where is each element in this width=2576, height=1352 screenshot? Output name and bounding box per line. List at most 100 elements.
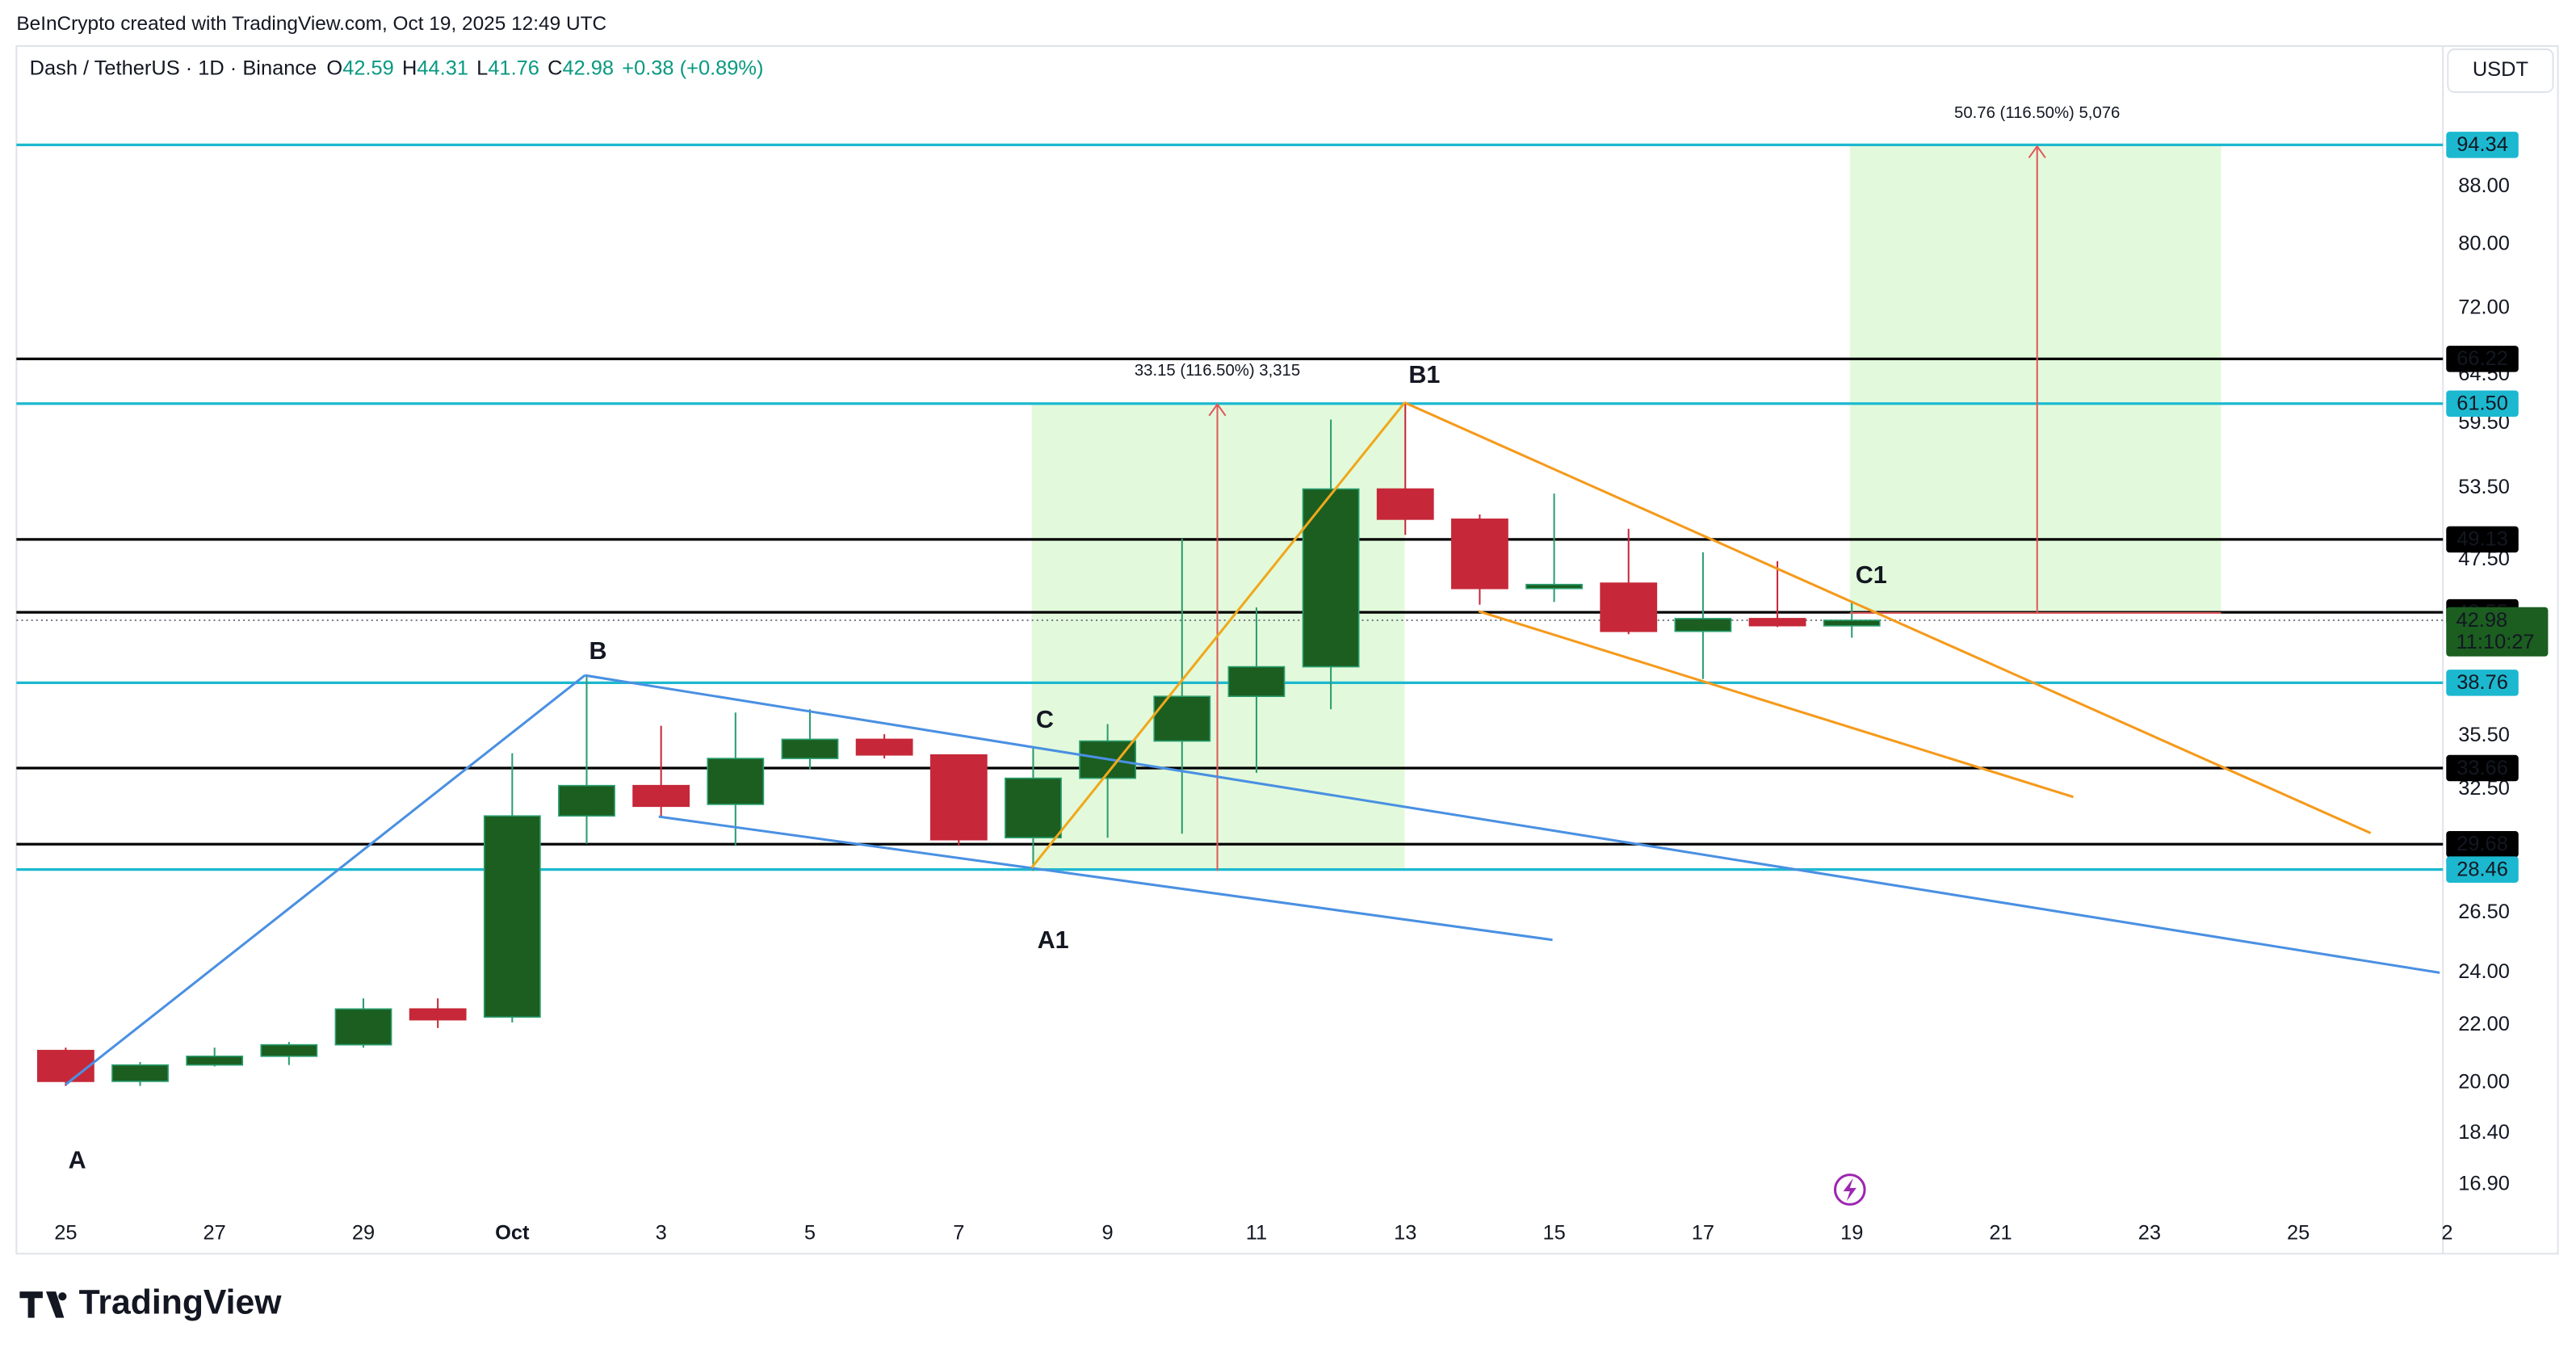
candle-body — [483, 815, 541, 1018]
currency[interactable]: USDT — [2473, 58, 2528, 81]
price-label-box — [2446, 526, 2519, 553]
price-label: 33.66 — [2456, 757, 2508, 779]
candle-body — [1674, 618, 1732, 632]
wave-label: A — [69, 1146, 86, 1174]
price-label-box — [2446, 132, 2519, 158]
watermark: BeInCrypto created with TradingView.com,… — [16, 13, 606, 35]
wave-label: C1 — [1856, 561, 1887, 589]
price-label-box — [2446, 830, 2519, 858]
measure-zone — [1849, 145, 2221, 613]
x-tick-label: 25 — [54, 1222, 77, 1245]
wave-label: C — [1036, 706, 1054, 733]
y-tick-label: 22.00 — [2458, 1013, 2510, 1035]
candle-body — [1823, 619, 1881, 627]
y-tick-label: 72.00 — [2458, 296, 2510, 318]
ohlc-value: 41.76 — [488, 57, 539, 79]
wave-label: B — [589, 637, 607, 665]
y-tick-label: 16.90 — [2458, 1173, 2510, 1195]
x-tick-label: 23 — [2138, 1222, 2161, 1245]
price-label-box — [2446, 754, 2519, 782]
trend-line — [585, 674, 2440, 974]
measure-label: 50.76 (116.50%) 5,076 — [1954, 104, 2120, 122]
last-price-box — [2446, 607, 2549, 657]
price-label-box — [2446, 670, 2519, 696]
price-label-box — [2446, 346, 2519, 372]
logo-mark — [19, 1291, 65, 1318]
candle-body — [855, 738, 913, 756]
candle-body — [1600, 582, 1658, 632]
candle-body — [334, 1008, 392, 1046]
symbol-header: Dash / TetherUS · 1D · Binance O42.59 H44.… — [30, 57, 764, 79]
candle-body — [409, 1008, 467, 1021]
symbol: Dash / TetherUS · 1D · Binance — [30, 57, 317, 79]
candle-body — [1005, 777, 1062, 839]
x-tick-label: 19 — [1840, 1222, 1863, 1245]
trend-line — [1478, 610, 2074, 799]
trend-line — [65, 674, 586, 1085]
candle-body — [558, 784, 615, 817]
measure-label: 33.15 (116.50%) 3,315 — [1135, 362, 1300, 380]
y-tick-label: 18.40 — [2458, 1121, 2510, 1144]
trend-line — [1030, 401, 1406, 869]
x-tick-label: 17 — [1692, 1222, 1714, 1245]
x-tick-label: 11 — [1246, 1222, 1267, 1245]
countdown: 11:10:27 — [2456, 631, 2534, 653]
ohlc-key: O — [326, 57, 342, 79]
currency-button[interactable] — [2447, 48, 2554, 93]
axes: 16.9018.4020.0022.0024.0026.5032.5035.50… — [54, 132, 2549, 1245]
price-label-box — [2446, 856, 2519, 883]
candle-body — [1227, 666, 1286, 698]
x-tick-label: 7 — [953, 1222, 964, 1245]
y-tick-label: 80.00 — [2458, 233, 2510, 255]
trend-line — [658, 815, 1553, 942]
price-label: 66.22 — [2456, 347, 2508, 370]
y-tick-label: 35.50 — [2458, 724, 2510, 746]
x-tick-label: 2 — [2441, 1222, 2452, 1245]
candle-body — [186, 1056, 244, 1066]
drawings: 33.15 (116.50%) 3,315 50.76 (116.50%) 5,… — [65, 104, 2440, 1206]
price-label: 29.68 — [2456, 833, 2508, 855]
price-label: 49.13 — [2456, 528, 2508, 551]
x-tick-label: 25 — [2287, 1222, 2310, 1245]
y-tick-label: 88.00 — [2458, 174, 2510, 197]
x-tick-label: Oct — [495, 1222, 530, 1245]
logo-dot — [58, 1292, 67, 1301]
candle-body — [1376, 488, 1434, 520]
price-label: 38.76 — [2456, 671, 2508, 694]
y-tick-label: 53.50 — [2458, 476, 2510, 498]
x-tick-label: 27 — [203, 1222, 226, 1245]
price-label: 28.46 — [2456, 858, 2508, 880]
x-tick-label: 29 — [352, 1222, 375, 1245]
trend-line — [1403, 401, 2372, 834]
candle-body — [36, 1049, 94, 1082]
x-tick-label: 15 — [1542, 1222, 1565, 1245]
x-tick-label: 3 — [656, 1222, 667, 1245]
arrow-head — [1208, 402, 1227, 417]
last-price-label: 42.98 — [2456, 609, 2507, 632]
footer-brand: TradingView — [79, 1283, 283, 1322]
x-tick-label: 9 — [1102, 1222, 1114, 1245]
ohlc-value: 42.98 — [562, 57, 614, 79]
ohlc-key: H — [402, 57, 417, 79]
wave-label: B1 — [1408, 361, 1440, 388]
ohlc-key: C — [548, 57, 562, 79]
price-label: 61.50 — [2456, 392, 2508, 414]
price-label: 94.34 — [2456, 133, 2508, 156]
candle-body — [781, 738, 839, 759]
x-tick-label: 13 — [1394, 1222, 1416, 1245]
y-tick-label: 26.50 — [2458, 901, 2510, 923]
candle-body — [707, 758, 765, 805]
y-tick-label: 24.00 — [2458, 960, 2510, 983]
candle-body — [1525, 583, 1583, 590]
arrow-head — [2028, 145, 2046, 158]
x-tick-label: 21 — [1989, 1222, 2012, 1245]
lightning — [1843, 1178, 1856, 1202]
candle-body — [929, 754, 988, 841]
candle-body — [111, 1064, 169, 1082]
price-label-box — [2446, 390, 2519, 418]
wave-label: A1 — [1038, 926, 1069, 954]
candle-body — [1302, 488, 1360, 668]
ohlc-value: 44.31 — [417, 57, 468, 79]
